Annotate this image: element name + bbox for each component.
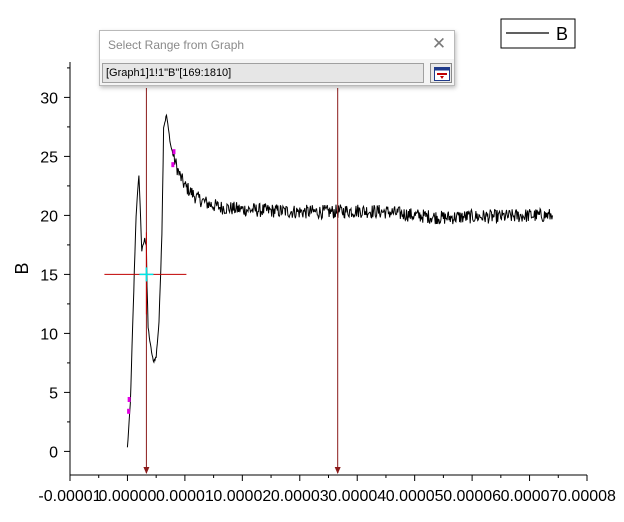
legend[interactable]: B (500, 18, 576, 49)
y-tick-label: 5 (49, 385, 58, 402)
selection-overlay (104, 88, 341, 474)
range-marker-arrow (334, 467, 341, 474)
select-range-dialog[interactable]: Select Range from Graph ✕ (99, 30, 455, 86)
x-tick-label: 0.00002 (213, 488, 271, 505)
range-select-icon (434, 67, 450, 81)
y-tick-label: 20 (40, 208, 58, 225)
y-tick-label: 25 (40, 149, 58, 166)
range-marker-arrow (143, 467, 150, 474)
selected-point (127, 396, 131, 402)
x-tick-label: 0.00008 (558, 488, 616, 505)
x-tick-label: 0.00006 (443, 488, 501, 505)
x-tick-label: 0.00004 (328, 488, 386, 505)
dialog-title: Select Range from Graph (108, 38, 245, 52)
y-tick-label: 30 (40, 90, 58, 107)
close-icon[interactable]: ✕ (431, 34, 447, 54)
selected-point (171, 162, 175, 168)
x-tick-label: -0.00001 (38, 488, 101, 505)
series-layer (126, 113, 553, 448)
x-tick-label: 0.00001 (156, 488, 214, 505)
range-select-button[interactable] (430, 63, 452, 83)
range-input[interactable] (102, 63, 424, 83)
y-tick-label: 10 (40, 326, 58, 343)
y-tick-label: 15 (40, 267, 58, 284)
selected-point (127, 408, 131, 414)
x-tick-label: 0.00007 (501, 488, 559, 505)
selected-point (172, 149, 176, 155)
y-axis-title: B (12, 262, 32, 274)
series-line-b (126, 113, 553, 448)
x-tick-label: 0.00003 (271, 488, 329, 505)
y-tick-label: 0 (49, 444, 58, 461)
x-tick-label: 0.00005 (386, 488, 444, 505)
x-tick-label: 0.00000 (99, 488, 157, 505)
dialog-titlebar[interactable]: Select Range from Graph ✕ (100, 31, 454, 59)
legend-label-b: B (556, 24, 568, 44)
